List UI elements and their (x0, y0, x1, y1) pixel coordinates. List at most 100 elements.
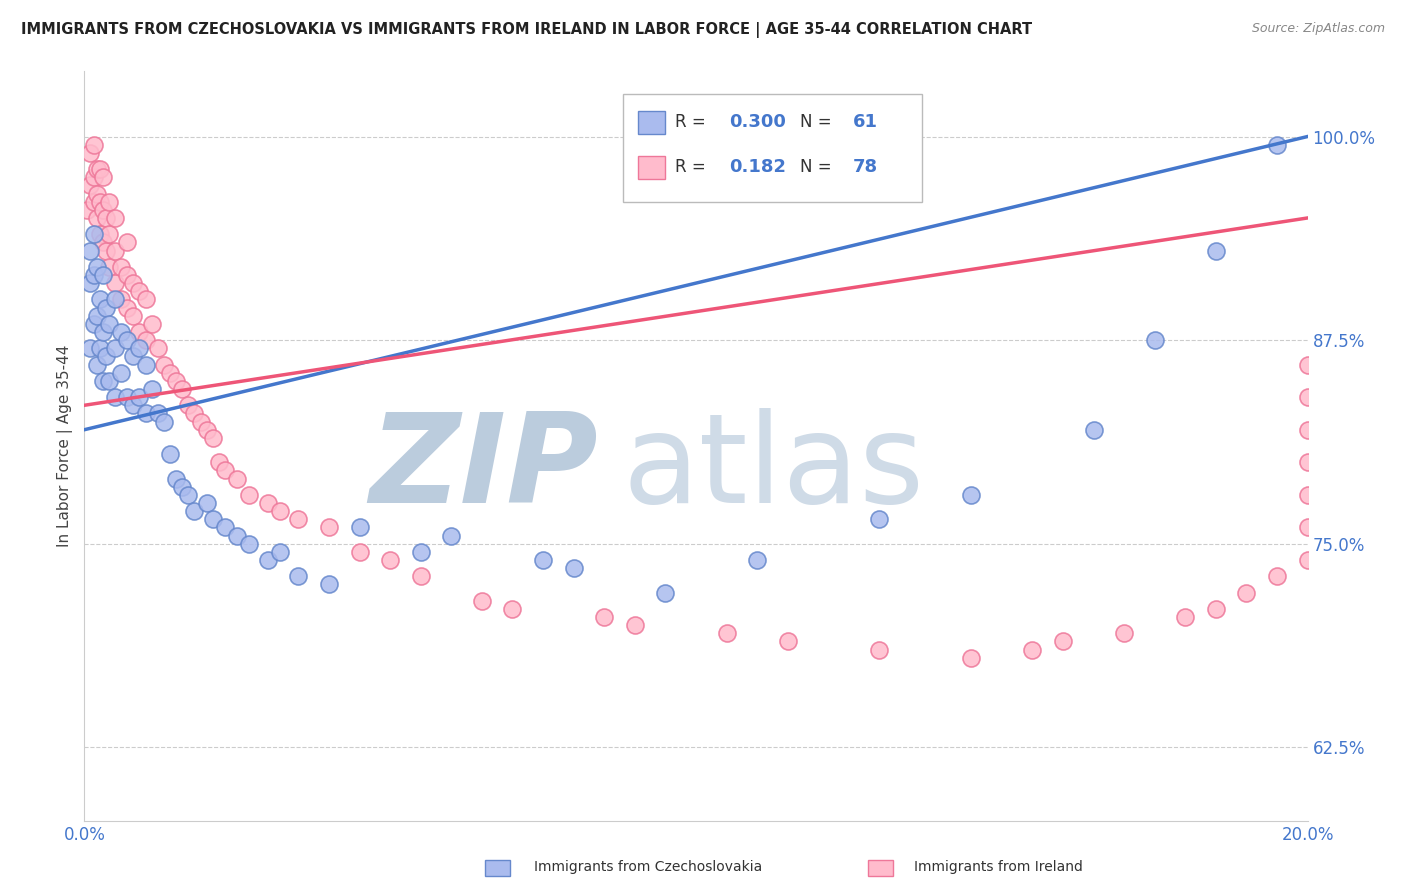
Point (159, 366, 181, 380)
Point (115, 235, 138, 250)
Point (1296, 358, 1319, 372)
Point (122, 309, 145, 323)
Point (91, 235, 114, 250)
Point (1296, 423, 1319, 437)
Point (869, 642, 891, 657)
Point (91, 170, 114, 185)
Point (1236, 585, 1258, 599)
Point (83, 317, 105, 331)
Point (1052, 634, 1074, 648)
Text: 0.300: 0.300 (728, 113, 786, 131)
Point (104, 276, 127, 290)
Point (1296, 390, 1319, 404)
Point (86, 162, 108, 177)
Point (190, 415, 212, 429)
Text: Source: ZipAtlas.com: Source: ZipAtlas.com (1251, 22, 1385, 36)
Point (1114, 626, 1136, 640)
Point (79, 276, 101, 290)
Text: 61: 61 (852, 113, 877, 131)
Point (146, 341, 169, 355)
Point (115, 268, 138, 282)
Text: N =: N = (800, 113, 837, 131)
Point (97, 227, 120, 242)
Point (94, 244, 117, 258)
Point (86, 260, 108, 274)
Bar (638, 156, 665, 178)
Point (177, 488, 200, 502)
Point (89, 227, 111, 242)
Point (86, 358, 108, 372)
Point (183, 406, 205, 420)
Point (1296, 455, 1319, 469)
Point (1205, 602, 1227, 616)
Point (471, 593, 494, 607)
Point (110, 325, 132, 339)
Point (83, 227, 105, 242)
Point (91, 268, 114, 282)
Point (104, 293, 127, 307)
Point (128, 390, 150, 404)
Point (115, 390, 138, 404)
Point (1296, 488, 1319, 502)
Text: ZIP: ZIP (370, 408, 598, 529)
Point (79, 145, 101, 160)
Text: 78: 78 (852, 158, 877, 177)
Point (86, 186, 108, 201)
Point (153, 415, 176, 429)
Text: IMMIGRANTS FROM CZECHOSLOVAKIA VS IMMIGRANTS FROM IRELAND IN LABOR FORCE | AGE 3: IMMIGRANTS FROM CZECHOSLOVAKIA VS IMMIGR… (21, 22, 1032, 38)
Point (91, 325, 114, 339)
Point (135, 293, 157, 307)
Point (135, 406, 157, 420)
Point (79, 341, 101, 355)
Point (502, 602, 524, 616)
Point (257, 496, 280, 510)
Bar (638, 112, 665, 134)
Point (86, 309, 108, 323)
Point (238, 537, 260, 551)
Point (104, 390, 127, 404)
Text: R =: R = (675, 113, 711, 131)
Point (115, 333, 138, 347)
Point (83, 268, 105, 282)
Point (91, 374, 114, 388)
Point (110, 366, 132, 380)
Point (1021, 642, 1043, 657)
Point (110, 260, 132, 274)
Point (94, 211, 117, 225)
Y-axis label: In Labor Force | Age 35-44: In Labor Force | Age 35-44 (58, 345, 73, 547)
Point (146, 406, 169, 420)
Point (624, 618, 647, 632)
Point (960, 650, 983, 665)
Point (201, 512, 224, 526)
Point (287, 512, 309, 526)
Text: Immigrants from Ireland: Immigrants from Ireland (914, 860, 1083, 874)
Point (153, 358, 176, 372)
Point (104, 211, 127, 225)
Point (97, 374, 120, 388)
Point (172, 382, 194, 396)
Point (409, 545, 432, 559)
Point (562, 561, 585, 575)
Point (159, 447, 181, 461)
Point (165, 374, 187, 388)
Point (269, 545, 291, 559)
Point (122, 398, 145, 412)
Point (89, 194, 111, 209)
Point (94, 301, 117, 315)
Text: Immigrants from Czechoslovakia: Immigrants from Czechoslovakia (534, 860, 762, 874)
Point (183, 504, 205, 518)
Point (104, 341, 127, 355)
Point (86, 211, 108, 225)
Point (1296, 520, 1319, 534)
Text: 0.182: 0.182 (728, 158, 786, 177)
Point (318, 577, 340, 591)
Point (869, 512, 891, 526)
Point (128, 341, 150, 355)
Point (195, 496, 218, 510)
Point (747, 553, 769, 567)
Point (214, 463, 236, 477)
Point (122, 350, 145, 364)
Point (440, 528, 463, 542)
Point (716, 626, 738, 640)
Point (172, 480, 194, 494)
